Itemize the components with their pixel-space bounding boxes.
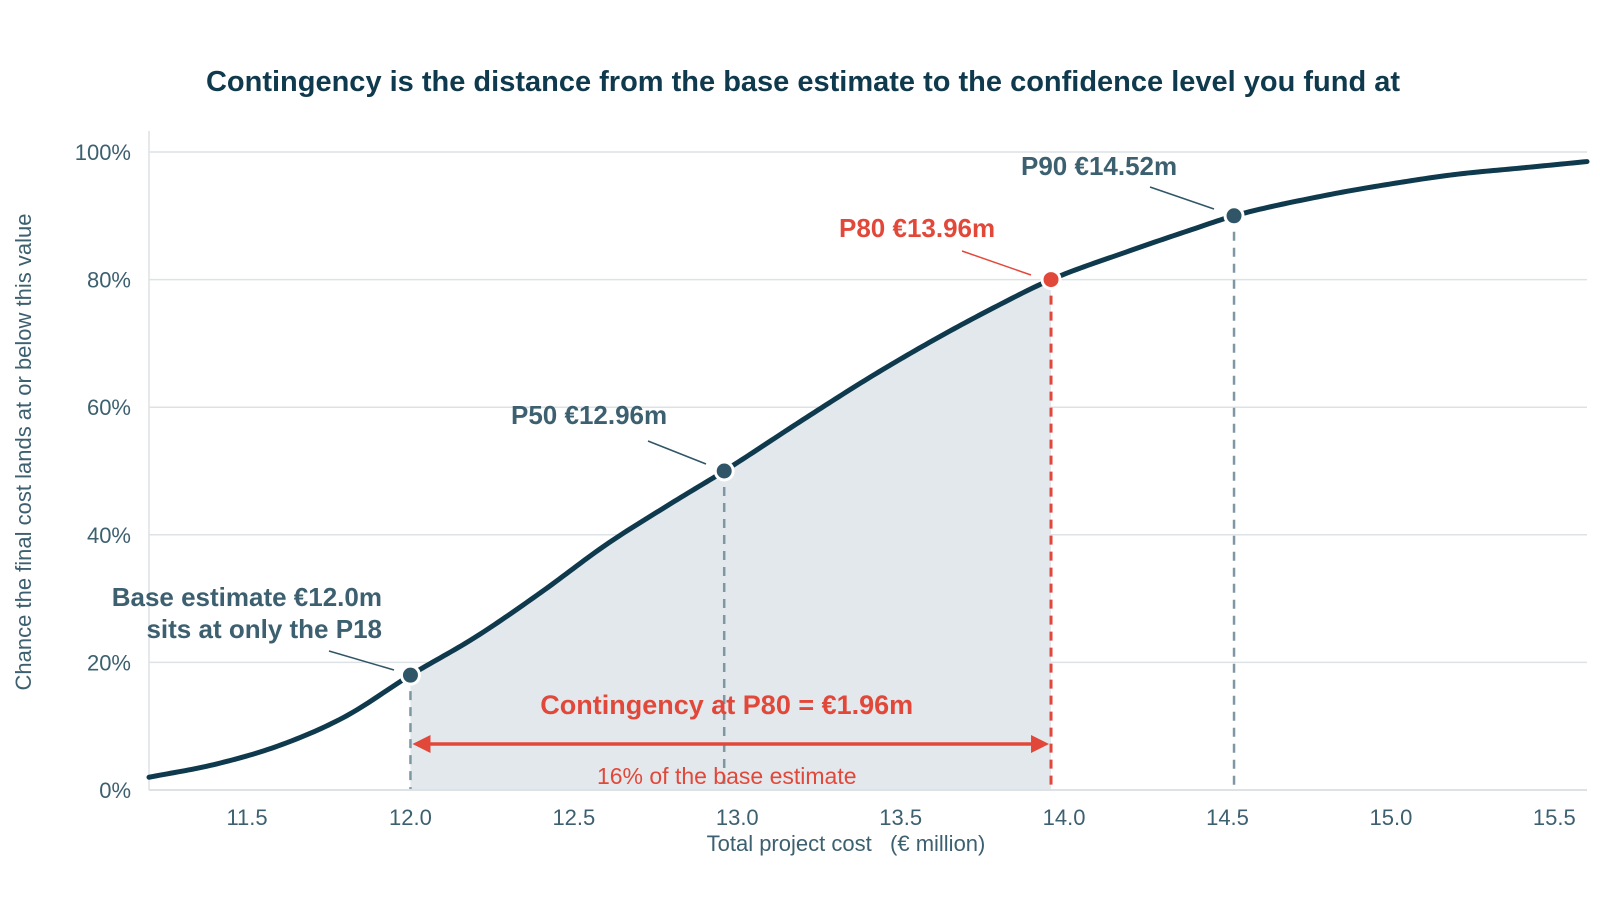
x-tick-label: 12.5: [552, 805, 595, 830]
y-tick-label: 40%: [87, 523, 131, 548]
y-tick-label: 0%: [99, 778, 131, 803]
p50-label: P50 €12.96m: [511, 400, 667, 430]
axes: 0% 20% 40% 60% 80% 100% 11.5 12.0 12.5 13.0 13.5 14…: [75, 131, 1587, 830]
y-tick-label: 100%: [75, 140, 131, 165]
y-tick-label: 80%: [87, 268, 131, 293]
guide-lines: [409, 215, 1236, 790]
chart-title: Contingency is the distance from the bas…: [206, 66, 1400, 98]
p80-leader-line: [961, 250, 1032, 276]
x-tick-label: 15.5: [1533, 805, 1576, 830]
p90-point: [1223, 205, 1245, 227]
shaded-region: [410, 279, 1052, 790]
base-leader-line: [328, 650, 395, 671]
x-tick-label: 11.5: [226, 805, 267, 830]
marker-points: [399, 205, 1245, 686]
p50-point: [713, 460, 735, 482]
y-tick-label: 20%: [87, 650, 131, 675]
p90-label: P90 €14.52m: [1021, 151, 1177, 181]
x-tick-label: 13.0: [716, 805, 759, 830]
x-tick-label: 13.5: [879, 805, 922, 830]
cumulative-curve: [146, 159, 1590, 780]
x-axis-label: Total project cost (€ million): [707, 831, 986, 856]
p80-label: P80 €13.96m: [839, 213, 995, 243]
contingency-label: Contingency at P80 = €1.96m: [540, 690, 913, 720]
x-tick-label: 14.5: [1206, 805, 1249, 830]
contingency-arrowhead-left: [412, 735, 431, 753]
p90-leader-line: [1149, 186, 1215, 210]
base-label: sits at only the P18: [146, 614, 382, 644]
x-tick-label: 15.0: [1369, 805, 1412, 830]
y-tick-label: 60%: [87, 395, 131, 420]
x-tick-label: 14.0: [1043, 805, 1086, 830]
contingency-shaded-area: [410, 279, 1052, 790]
x-tick-label: 12.0: [389, 805, 432, 830]
p80-point: [1040, 269, 1062, 291]
series-line: [146, 159, 1590, 780]
p50-leader-line: [647, 440, 707, 465]
y-axis-label: Chance the final cost lands at or below …: [11, 214, 36, 691]
base-point: [399, 664, 421, 686]
contingency-note: 16% of the base estimate: [597, 763, 857, 789]
base-label: Base estimate €12.0m: [112, 582, 382, 612]
contingency-arrowhead-right: [1031, 735, 1050, 753]
